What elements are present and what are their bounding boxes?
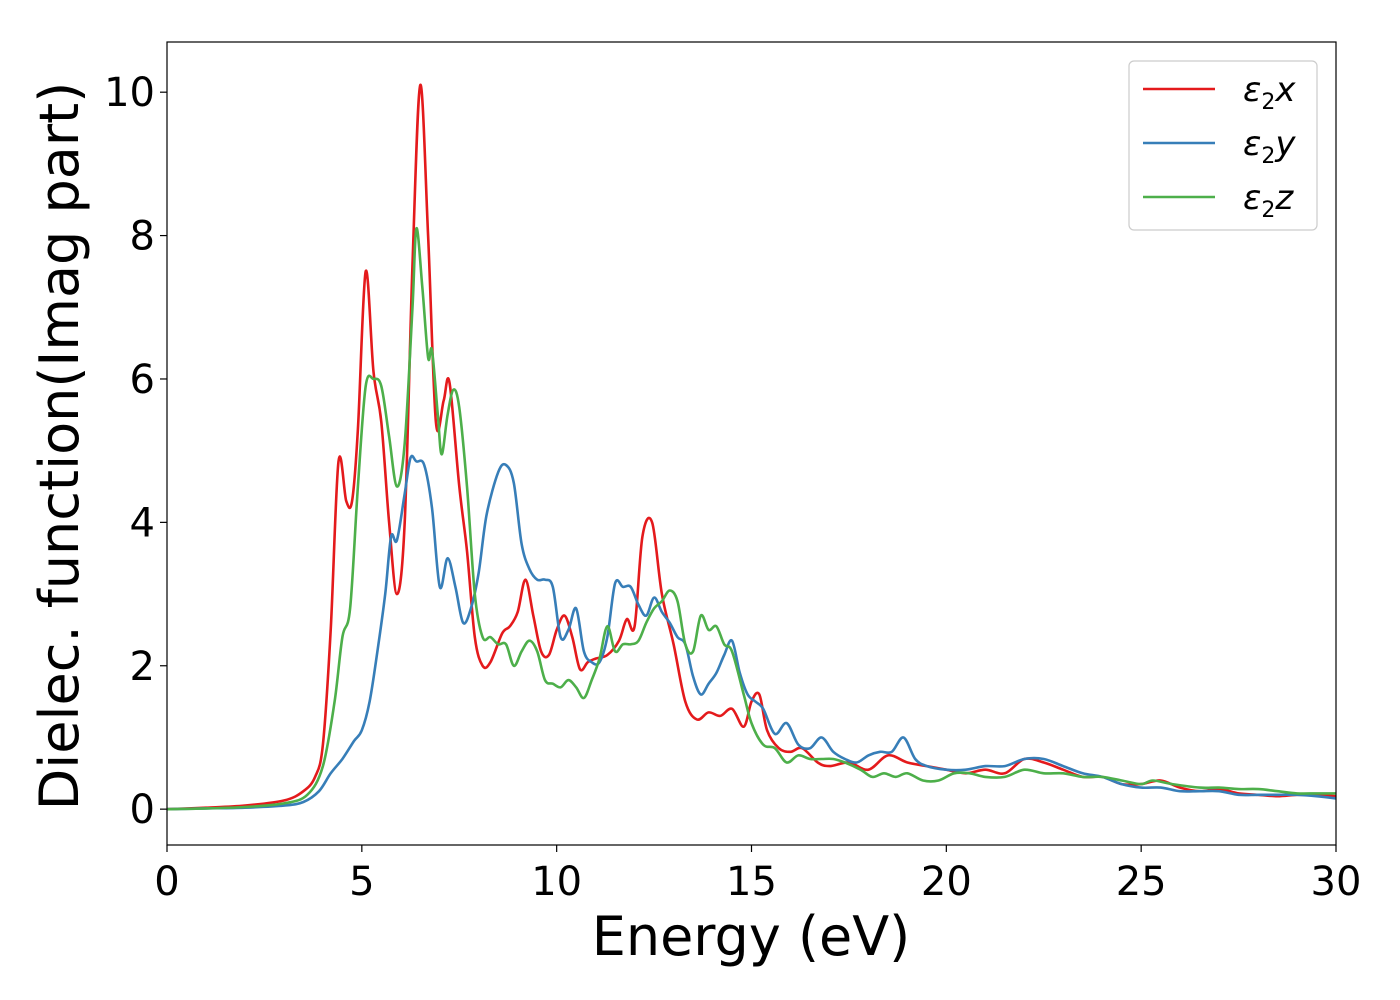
legend-box bbox=[1128, 60, 1318, 231]
series-line-eps2z bbox=[166, 227, 1336, 811]
x-tick-label: 10 bbox=[531, 859, 582, 905]
x-tick-label: 0 bbox=[154, 859, 179, 905]
y-axis: 0 2 4 6 8 10 bbox=[104, 70, 167, 833]
y-tick-label: 6 bbox=[130, 357, 155, 403]
y-tick-label: 0 bbox=[130, 787, 155, 833]
x-tick-label: 30 bbox=[1311, 859, 1362, 905]
x-tick-label: 5 bbox=[349, 859, 374, 905]
x-tick-label: 20 bbox=[921, 859, 972, 905]
y-axis-label: Dielec. function(Imag part) bbox=[28, 82, 91, 811]
x-tick-label: 15 bbox=[726, 859, 777, 905]
y-tick-label: 8 bbox=[130, 214, 155, 260]
legend-label-eps2y: ε2y bbox=[1243, 124, 1296, 169]
legend-label-eps2z: ε2z bbox=[1243, 178, 1294, 223]
series-line-eps2y bbox=[166, 454, 1337, 811]
y-tick-label: 2 bbox=[130, 644, 155, 690]
x-axis: 0 5 10 15 20 25 30 bbox=[154, 845, 1361, 905]
legend: ε2x ε2y ε2z bbox=[1128, 60, 1318, 231]
legend-label-eps2x: ε2x bbox=[1243, 70, 1296, 115]
y-tick-label: 10 bbox=[104, 70, 155, 116]
series-layer bbox=[166, 83, 1337, 811]
x-axis-label: Energy (eV) bbox=[592, 905, 911, 968]
x-tick-label: 25 bbox=[1116, 859, 1167, 905]
y-tick-label: 4 bbox=[130, 500, 155, 546]
